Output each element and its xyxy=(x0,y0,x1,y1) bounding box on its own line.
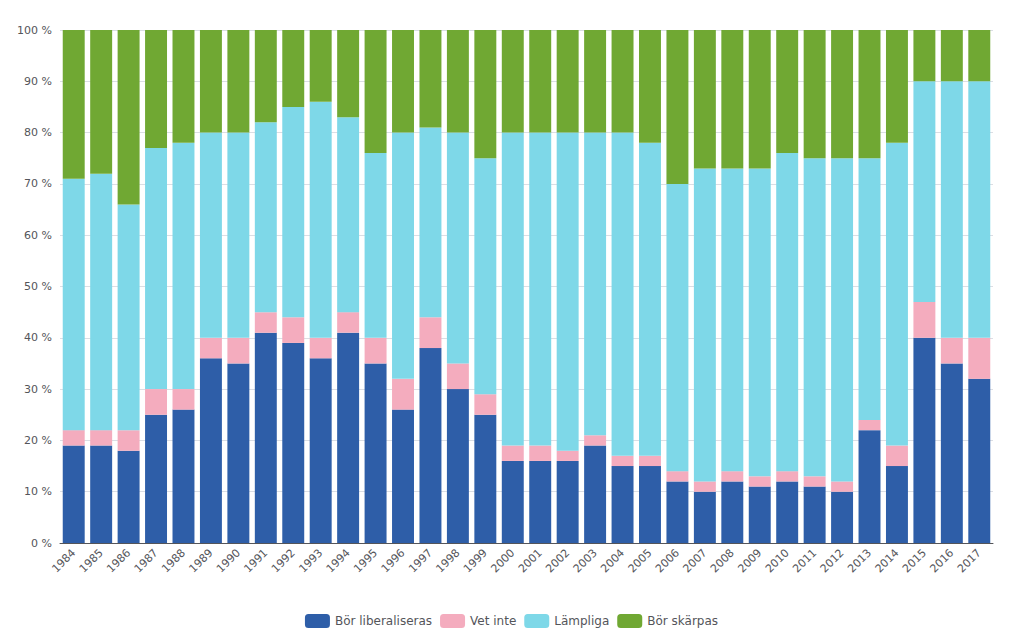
svg-text:2000: 2000 xyxy=(488,546,517,575)
svg-text:10 %: 10 % xyxy=(24,485,52,498)
svg-text:2012: 2012 xyxy=(818,546,847,575)
svg-text:40 %: 40 % xyxy=(24,331,52,344)
svg-text:1991: 1991 xyxy=(241,546,270,575)
svg-text:2003: 2003 xyxy=(571,546,600,575)
svg-text:2011: 2011 xyxy=(790,546,819,575)
svg-text:Vet inte: Vet inte xyxy=(470,614,516,628)
svg-text:1989: 1989 xyxy=(187,546,216,575)
svg-text:2007: 2007 xyxy=(680,546,709,575)
svg-text:Bör liberaliseras: Bör liberaliseras xyxy=(335,614,432,628)
svg-text:1995: 1995 xyxy=(351,546,380,575)
svg-text:1985: 1985 xyxy=(77,546,106,575)
svg-text:2016: 2016 xyxy=(927,546,956,575)
svg-text:2006: 2006 xyxy=(653,546,682,575)
svg-text:1984: 1984 xyxy=(49,546,78,575)
svg-text:1998: 1998 xyxy=(434,546,463,575)
svg-text:1992: 1992 xyxy=(269,546,298,575)
svg-text:2008: 2008 xyxy=(708,546,737,575)
svg-text:2002: 2002 xyxy=(543,546,572,575)
svg-text:0 %: 0 % xyxy=(31,537,52,550)
svg-text:1990: 1990 xyxy=(214,546,243,575)
svg-text:1986: 1986 xyxy=(104,546,133,575)
svg-text:20 %: 20 % xyxy=(24,434,52,447)
svg-text:2014: 2014 xyxy=(873,546,902,575)
svg-text:Bör skärpas: Bör skärpas xyxy=(647,614,718,628)
svg-text:2009: 2009 xyxy=(735,546,764,575)
svg-text:2001: 2001 xyxy=(516,546,545,575)
svg-text:1999: 1999 xyxy=(461,546,490,575)
svg-text:1997: 1997 xyxy=(406,546,435,575)
svg-text:2004: 2004 xyxy=(598,546,627,575)
svg-text:70 %: 70 % xyxy=(24,177,52,190)
svg-text:1988: 1988 xyxy=(159,546,188,575)
svg-text:30 %: 30 % xyxy=(24,383,52,396)
svg-text:2017: 2017 xyxy=(955,546,984,575)
svg-text:2013: 2013 xyxy=(845,546,874,575)
svg-text:80 %: 80 % xyxy=(24,126,52,139)
svg-text:2015: 2015 xyxy=(900,546,929,575)
svg-text:60 %: 60 % xyxy=(24,229,52,242)
svg-text:1996: 1996 xyxy=(379,546,408,575)
svg-text:2010: 2010 xyxy=(763,546,792,575)
svg-text:50 %: 50 % xyxy=(24,280,52,293)
svg-text:Lämpliga: Lämpliga xyxy=(554,614,609,628)
svg-text:1987: 1987 xyxy=(132,546,161,575)
svg-text:1994: 1994 xyxy=(324,546,353,575)
svg-text:2005: 2005 xyxy=(626,546,655,575)
svg-text:1993: 1993 xyxy=(296,546,325,575)
svg-text:90 %: 90 % xyxy=(24,75,52,88)
svg-text:100 %: 100 % xyxy=(17,24,52,37)
